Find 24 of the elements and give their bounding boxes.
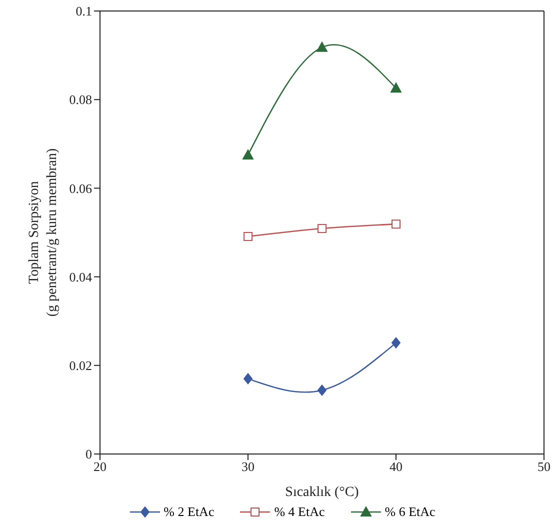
point [316, 42, 328, 52]
point [244, 232, 252, 241]
y-tick-label: 0.06 [69, 180, 92, 196]
point [390, 82, 402, 93]
point [244, 373, 252, 384]
x-axis-title: Sıcaklık (°C) [285, 485, 360, 500]
legend-label: % 2 EtAc [162, 504, 214, 520]
x-tick-label: 30 [242, 459, 254, 474]
legend-label: % 6 EtAc [384, 504, 436, 520]
y-tick-label: 0.02 [69, 358, 92, 374]
point [392, 220, 400, 229]
y-tick-label: 0.1 [76, 4, 92, 19]
point [392, 337, 400, 348]
y-tick-label: 0 [86, 446, 92, 462]
x-tick-label: 40 [390, 459, 402, 474]
point [242, 149, 254, 160]
legend-label: % 4 EtAc [273, 504, 325, 520]
x-tick-label: 20 [94, 459, 106, 474]
y-tick-label: 0.08 [69, 92, 92, 108]
y-axis-title: Toplam Sorpsiyon (g penetrant/g kuru membran) [27, 148, 60, 317]
point [318, 224, 326, 234]
x-tick-label: 50 [538, 459, 550, 474]
point [318, 384, 326, 396]
y-tick-label: 0.04 [69, 269, 92, 284]
